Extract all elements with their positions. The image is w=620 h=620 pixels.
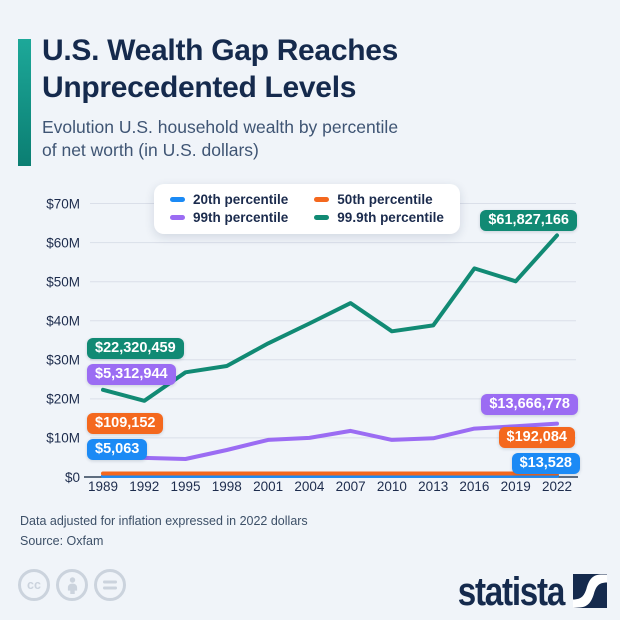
- value-label-20th-1989: $5,063: [87, 439, 148, 460]
- value-label-20th-2022: $13,528: [511, 453, 580, 474]
- x-axis-tick-label: 1992: [129, 479, 159, 494]
- x-axis-tick-label: 2022: [542, 479, 572, 494]
- legend-label-99th: 99th percentile: [193, 210, 289, 225]
- series-line-99th-percentile: [101, 421, 559, 461]
- y-axis-tick-label: $40M: [46, 314, 80, 329]
- legend-swatch-20th: [170, 197, 185, 202]
- value-label-999th-2022: $61,827,166: [480, 210, 577, 231]
- x-axis-tick-label: 1998: [212, 479, 242, 494]
- value-label-50th-1989: $109,152: [87, 413, 164, 434]
- legend-label-50th: 50th percentile: [337, 192, 433, 207]
- subtitle-line-2: of net worth (in U.S. dollars): [42, 140, 259, 161]
- equals-icon: [103, 580, 117, 590]
- line-chart: $0 $10M $20M $30M $40M $50M $60M $70M 1989 1992 19…: [46, 196, 578, 494]
- x-axis-tick-label: 1989: [88, 479, 118, 494]
- legend-item-50th: 50th percentile: [314, 192, 444, 207]
- x-axis-tick-label: 2019: [501, 479, 531, 494]
- x-axis-tick-label: 2013: [418, 479, 448, 494]
- footnote: Data adjusted for inflation expressed in…: [20, 514, 308, 528]
- legend-label-20th: 20th percentile: [193, 192, 289, 207]
- statista-logo-text: statista: [457, 569, 566, 614]
- cc-license-icon[interactable]: cc: [18, 569, 50, 601]
- x-axis-tick-label: 2007: [336, 479, 366, 494]
- value-label-99th-2022: $13,666,778: [481, 394, 578, 415]
- cc-equal-icon[interactable]: [94, 569, 126, 601]
- x-axis-tick-label: 1995: [170, 479, 200, 494]
- statista-logo-mark-icon: [573, 574, 607, 608]
- subtitle-line-1: Evolution U.S. household wealth by perce…: [42, 117, 399, 137]
- x-axis-tick-label: 2004: [294, 479, 325, 494]
- legend-swatch-999th: [314, 215, 330, 220]
- title-line-1: U.S. Wealth Gap Reaches: [42, 34, 399, 67]
- legend-item-20th: 20th percentile: [170, 192, 288, 207]
- value-label-50th-2022: $192,084: [498, 427, 575, 448]
- series-line-99-9th-percentile: [101, 233, 559, 403]
- page-subtitle: Evolution U.S. household wealth by perce…: [42, 116, 582, 163]
- title-line-2: Unprecedented Levels: [42, 70, 357, 104]
- source-note: Source: Oxfam: [20, 534, 104, 548]
- y-axis-tick-label: $0: [65, 470, 80, 485]
- legend-item-99th: 99th percentile: [170, 210, 288, 225]
- y-axis-tick-label: $50M: [46, 275, 80, 290]
- chart-legend: 20th percentile 50th percentile 99th per…: [154, 184, 460, 234]
- y-axis-tick-label: $30M: [46, 353, 80, 368]
- person-icon: [67, 576, 77, 594]
- x-axis-tick-label: 2016: [459, 479, 489, 494]
- statista-logo[interactable]: statista: [436, 569, 607, 614]
- page-title: U.S. Wealth Gap Reaches Unprecedented Le…: [42, 33, 582, 106]
- y-axis-tick-label: $70M: [46, 196, 80, 211]
- legend-swatch-50th: [314, 197, 330, 202]
- x-axis-tick-label: 2010: [377, 479, 407, 494]
- y-axis-tick-label: $10M: [46, 431, 80, 446]
- x-axis-tick-label: 2001: [253, 479, 283, 494]
- y-axis-tick-label: $20M: [46, 392, 80, 407]
- legend-swatch-99th: [170, 215, 185, 220]
- cc-attribution-icon[interactable]: [56, 569, 88, 601]
- license-icons: cc: [18, 569, 126, 601]
- value-label-999th-1989: $22,320,459: [87, 338, 184, 359]
- title-accent-bar: [18, 39, 31, 166]
- value-label-99th-1989: $5,312,944: [87, 364, 176, 385]
- legend-item-999th: 99.9th percentile: [314, 210, 444, 225]
- legend-label-999th: 99.9th percentile: [337, 210, 444, 225]
- y-axis-tick-label: $60M: [46, 235, 80, 250]
